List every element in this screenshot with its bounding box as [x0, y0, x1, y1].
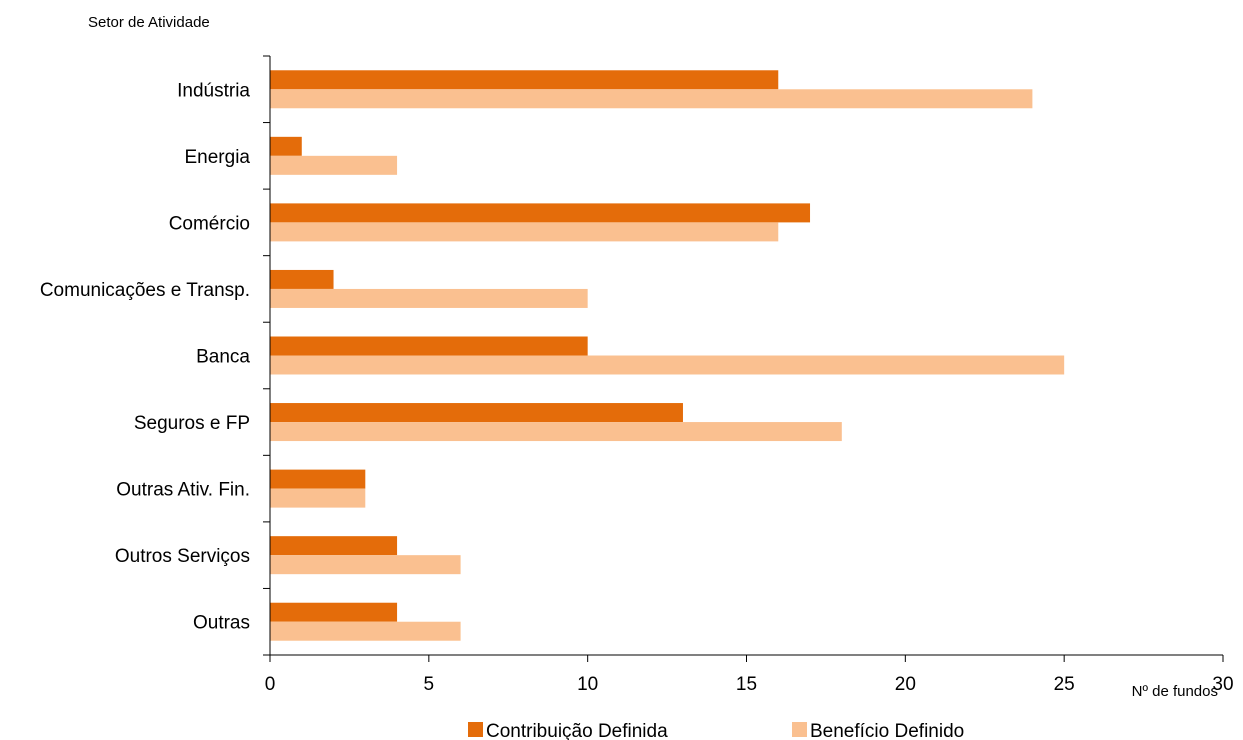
bar-contribuicao — [270, 336, 588, 356]
x-tick-label: 20 — [895, 674, 916, 695]
bar-contribuicao — [270, 203, 811, 223]
bar-contribuicao — [270, 469, 366, 489]
category-label: Comunicações e Transp. — [40, 280, 250, 301]
legend: Contribuição Definida Benefício Definido — [468, 721, 964, 740]
legend-label: Benefício Definido — [810, 721, 964, 740]
labels-group: Indústria Energia Comércio Comunicações e T… — [40, 80, 1234, 695]
bar-beneficio — [270, 555, 461, 575]
category-label: Energia — [185, 147, 251, 168]
bar-beneficio — [270, 155, 398, 175]
bars-group — [270, 70, 1065, 641]
x-tick-label: 10 — [577, 674, 598, 695]
bar-beneficio — [270, 488, 366, 508]
x-tick-label: 0 — [265, 674, 276, 695]
legend-swatch — [468, 722, 483, 737]
bar-beneficio — [270, 89, 1033, 109]
bar-contribuicao — [270, 136, 302, 156]
x-tick-label: 5 — [424, 674, 435, 695]
category-label: Indústria — [177, 80, 250, 101]
axes-group — [263, 55, 1224, 662]
category-label: Comércio — [169, 213, 250, 234]
bar-beneficio — [270, 288, 588, 308]
category-label: Outros Serviços — [115, 546, 250, 567]
y-axis-title: Setor de Atividade — [88, 14, 210, 31]
bar-contribuicao — [270, 403, 683, 423]
category-label: Seguros e FP — [134, 413, 250, 434]
x-axis-title: Nº de fundos — [1132, 683, 1218, 700]
category-label: Banca — [196, 347, 250, 368]
legend-label: Contribuição Definida — [486, 721, 668, 740]
legend-swatch — [792, 722, 807, 737]
x-tick-label: 25 — [1054, 674, 1075, 695]
category-label: Outras — [193, 613, 250, 634]
bar-contribuicao — [270, 536, 398, 556]
x-tick-label: 30 — [1212, 674, 1233, 695]
x-tick-label: 15 — [736, 674, 757, 695]
bar-beneficio — [270, 422, 842, 442]
bar-beneficio — [270, 222, 779, 242]
bar-contribuicao — [270, 70, 779, 90]
bar-contribuicao — [270, 269, 334, 289]
bar-beneficio — [270, 355, 1065, 375]
category-label: Outras Ativ. Fin. — [116, 480, 250, 501]
bar-beneficio — [270, 621, 461, 641]
bar-contribuicao — [270, 602, 398, 622]
